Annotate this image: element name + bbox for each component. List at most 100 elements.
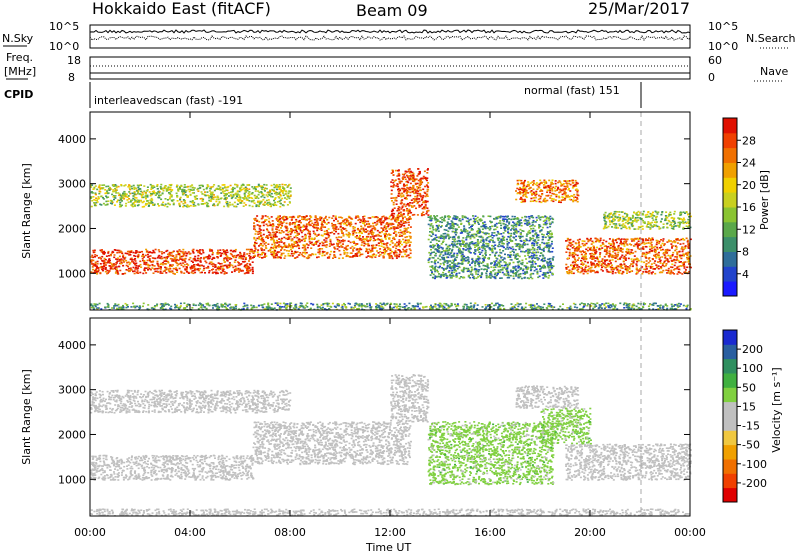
scatter-point [471,274,474,276]
nsky-tick-bottom: 10^0 [49,40,79,53]
scatter-point [392,237,394,240]
scatter-point [269,189,271,192]
scatter-point [417,190,420,192]
scatter-point [413,205,416,207]
scatter-point [171,258,174,260]
scatter-point [501,271,504,274]
scatter-point [401,187,404,190]
scatter-point [420,199,423,201]
scatter-point [288,235,291,238]
scatter-point [478,248,481,250]
scatter-point [283,189,286,191]
scatter-point [531,257,534,260]
scatter-point [116,257,119,259]
scatter-point [392,232,395,234]
scatter-point [133,198,136,201]
scatter-point [90,256,93,258]
scatter-point [451,224,454,226]
scatter-point [264,220,266,222]
scatter-point [506,238,508,241]
scatter-point [548,262,550,264]
scatter-point [409,252,412,255]
scatter-point [548,274,551,277]
scatter-point [172,203,175,206]
scatter-point [214,266,217,268]
scatter-point [452,260,455,263]
scatter-point [181,259,184,262]
scatter-point [221,269,224,271]
scatter-point [441,258,444,260]
scatter-point [199,271,202,274]
scatter-point [298,219,301,222]
scatter-point [317,251,320,254]
scatter-point [478,235,481,238]
scatter-point [526,248,529,251]
scatter-point [175,259,178,262]
scatter-point [455,270,458,272]
scatter-point [549,264,552,266]
scatter-point [261,185,264,187]
scatter-point [189,268,192,270]
scatter-point [523,277,526,279]
scatter-point [477,230,480,232]
scatter-point [411,191,414,193]
scatter-point [355,232,358,234]
scatter-point [289,233,292,235]
scatter-point [264,201,267,203]
scatter-point [221,189,224,191]
scatter-point [224,194,227,197]
scatter-point [467,234,470,237]
scatter-point [514,257,517,260]
scatter-point [459,252,462,255]
scatter-point [418,200,421,203]
scatter-point [455,228,458,231]
scatter-point [433,269,436,271]
scatter-point [398,255,400,258]
scatter-point [516,220,519,223]
scatter-point [400,221,403,223]
scatter-point [150,261,153,263]
scatter-point [549,265,552,267]
scatter-point [243,252,246,254]
scatter-point [234,183,236,186]
freq-tick-bottom: 8 [68,71,75,84]
scatter-point [360,231,363,234]
scatter-point [533,247,536,250]
scatter-point [213,204,216,207]
scatter-point [401,214,404,216]
scatter-point [207,265,210,268]
scatter-point [456,246,459,248]
scatter-point [156,267,159,270]
scatter-point [515,232,518,234]
scatter-point [137,256,140,259]
scatter-point [411,188,413,191]
scatter-point [190,266,193,268]
scatter-point [286,227,289,230]
scatter-point [111,252,114,254]
scatter-point [392,223,395,225]
scatter-point [446,262,449,264]
scatter-point [544,266,547,269]
scatter-point [521,216,524,219]
scatter-point [376,219,379,222]
scatter-point [262,203,265,206]
scatter-point [168,270,171,273]
scatter-point [431,265,434,267]
scatter-point [223,205,226,208]
scatter-point [440,225,443,227]
scatter-point [283,245,285,248]
scatter-point [197,268,200,270]
scatter-point [122,256,124,258]
scatter-point [254,186,256,188]
scatter-point [247,194,250,197]
scatter-point [542,267,545,269]
scatter-point [143,260,146,262]
scatter-point [300,231,303,234]
scatter-point [112,185,115,187]
scatter-point [169,184,172,187]
scatter-point [530,272,533,275]
scatter-point [187,188,190,191]
scatter-point [202,188,205,191]
scatter-point [327,221,330,224]
scatter-point [317,256,320,258]
